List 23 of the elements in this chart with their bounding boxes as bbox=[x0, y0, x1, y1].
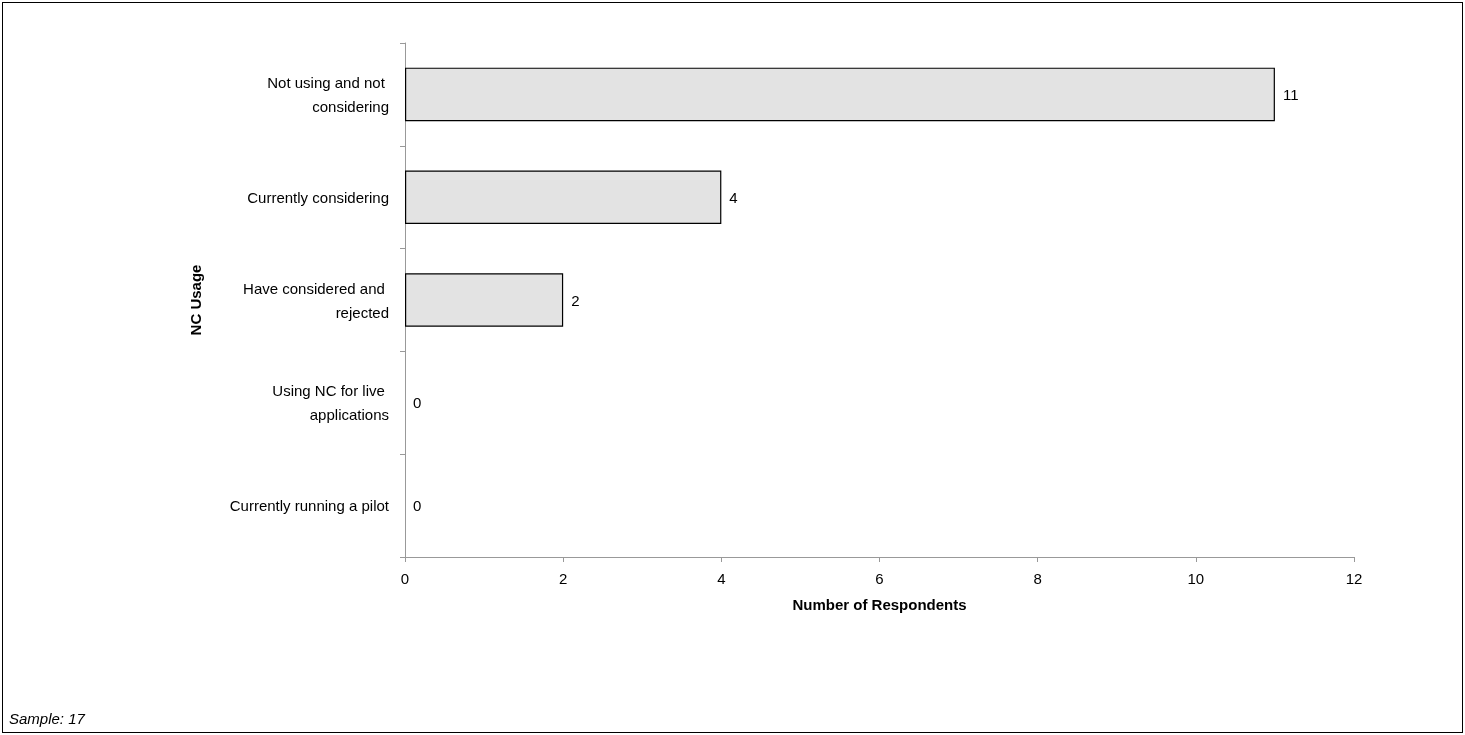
text: Sample: 17 bbox=[9, 710, 86, 727]
data-label: 11 bbox=[1282, 85, 1299, 103]
y-axis-title: NC Usage bbox=[187, 264, 205, 336]
x-tick-label: 4 bbox=[717, 570, 726, 587]
x-tick-label: 0 bbox=[400, 570, 410, 587]
bar bbox=[405, 67, 1275, 122]
x-tick-label: 12 bbox=[1345, 570, 1363, 587]
bar bbox=[405, 273, 564, 327]
data-label: 2 bbox=[571, 291, 580, 309]
bar bbox=[405, 170, 722, 224]
x-tick-label: 2 bbox=[558, 570, 568, 587]
x-tick-label: 8 bbox=[1033, 570, 1042, 587]
y-tick-label: Currently considering bbox=[247, 188, 389, 206]
x-tick-label: 6 bbox=[875, 570, 884, 587]
y-tick-label: Have considered and rejected bbox=[243, 279, 389, 321]
y-tick-label: Using NC for live applications bbox=[272, 382, 389, 424]
x-axis-title: Number of Respondents bbox=[792, 596, 967, 613]
x-tick-label: 10 bbox=[1187, 570, 1205, 587]
y-tick-label: Currently running a pilot bbox=[229, 497, 390, 515]
y-tick-label: Not using and not considering bbox=[267, 73, 389, 115]
data-label: 0 bbox=[413, 394, 422, 412]
data-label: 4 bbox=[729, 188, 738, 206]
data-label: 0 bbox=[413, 497, 422, 515]
